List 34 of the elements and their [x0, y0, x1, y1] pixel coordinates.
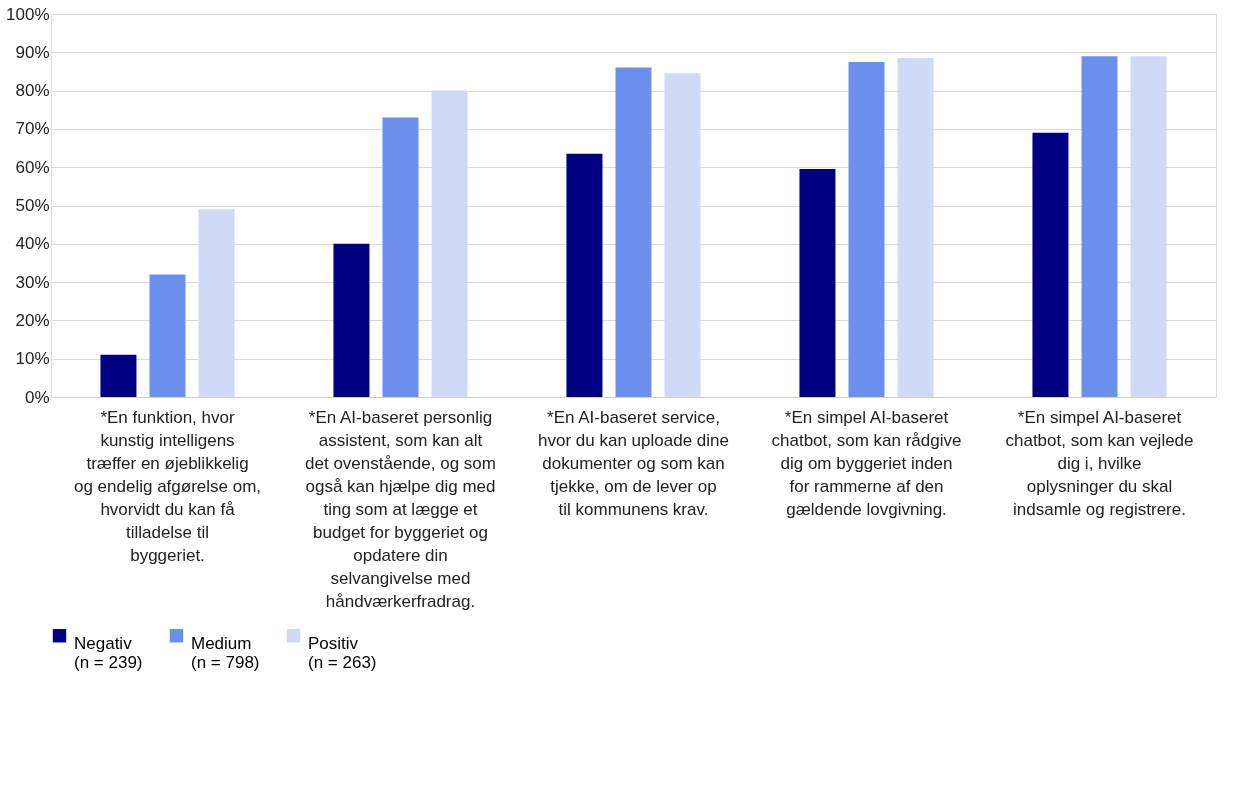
bar [615, 67, 652, 397]
category-label: *En AI-baseret personlig assistent, som kan alt det ovenstående, og som også kan hjælpe dig med ting som at lægge et budget for byggeriet og opdatere din selvangivelse med håndværkerfradrag. [305, 407, 496, 611]
x-tick-label: *En simpel AI-baseret chatbot, som kan vejlede dig i, hvilke oplysninger du skal indsamle og registrere. [1005, 407, 1194, 519]
bar [198, 209, 235, 397]
bar [1130, 56, 1167, 397]
bar [333, 243, 370, 397]
bar [100, 354, 137, 397]
bar [431, 90, 468, 397]
y-tick-label: 10% [15, 349, 50, 369]
bar [149, 274, 186, 397]
y-tick-label: 50% [15, 196, 50, 215]
y-tick-label: 0% [24, 387, 50, 407]
y-tick-label: 40% [15, 234, 50, 254]
y-tick-label: 70% [15, 119, 50, 139]
bar [566, 153, 603, 397]
bar [382, 117, 419, 397]
legend-label: Medium (n = 798) [191, 633, 260, 672]
y-tick-label: 30% [15, 272, 50, 292]
bar [664, 73, 701, 397]
bar [1081, 56, 1118, 397]
y-tick-label: 60% [15, 157, 50, 177]
bar [1032, 132, 1069, 397]
y-tick-label: 80% [15, 81, 50, 101]
bar [897, 58, 934, 397]
x-tick-label: *En AI-baseret service, hvor du kan uploade dine dokumenter og som kan tjekke, om de lever op til kommunens krav. [538, 407, 729, 519]
legend-label: Negativ (n = 239) [74, 633, 143, 672]
bar [799, 169, 836, 397]
legend-label: Positiv (n = 263) [308, 633, 377, 672]
x-tick-label: *En simpel AI-baseret chatbot, som kan rådgive dig om byggeriet inden for rammerne af den gældende lovgivning. [771, 407, 962, 519]
x-tick-label: *En funktion, hvor kunstig intelligens træffer en øjeblikkelig og endelig afgørelse om, hvorvidt du kan få tilladelse til byggeriet. [73, 407, 262, 565]
y-tick-label: 90% [15, 42, 50, 62]
bar [848, 61, 885, 397]
y-tick-label: 20% [15, 310, 50, 330]
y-tick-label: 100% [6, 4, 50, 24]
